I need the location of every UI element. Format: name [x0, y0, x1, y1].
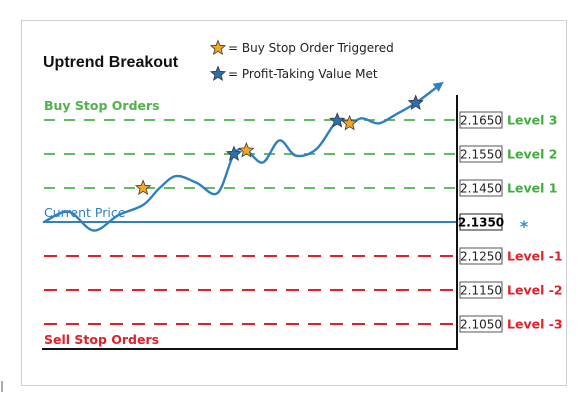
- buy-zone-label: Buy Stop Orders: [44, 98, 160, 113]
- legend-profit-label: = Profit-Taking Value Met: [228, 67, 378, 81]
- legend: = Buy Stop Order Triggered = Profit-Taki…: [209, 39, 394, 81]
- sell-zone-label: Sell Stop Orders: [44, 332, 159, 347]
- buy-star-icon-5: [341, 114, 358, 131]
- profit-star-icon-4: [329, 112, 346, 128]
- level-name-4: Level -1: [507, 249, 563, 264]
- profit-star-icon-6: [407, 94, 424, 110]
- level-price-box-2: [459, 145, 503, 163]
- legend-profit-star-icon: [209, 65, 227, 81]
- events-layer: [134, 94, 424, 195]
- buy-star-icon-3: [238, 142, 255, 158]
- current-price-value: 2.1350: [458, 216, 504, 230]
- level-name-5: Level -2: [507, 283, 563, 298]
- current-price-label: Current Price: [44, 205, 126, 220]
- level-price-box-5: [459, 281, 503, 299]
- level-price-4: 2.1250: [460, 250, 502, 264]
- level-name-3: Level 1: [507, 181, 557, 196]
- current-price-box: [459, 213, 503, 231]
- chart-title: Uptrend Breakout: [43, 54, 179, 71]
- level-price-6: 2.1050: [460, 318, 502, 332]
- level-name-1: Level 3: [507, 113, 557, 128]
- legend-buy-star-icon: [209, 39, 227, 55]
- level-price-3: 2.1450: [460, 182, 502, 196]
- legend-buy-label: = Buy Stop Order Triggered: [228, 41, 394, 55]
- level-price-5: 2.1150: [460, 284, 502, 298]
- level-price-box-4: [459, 247, 503, 265]
- level-price-2: 2.1550: [460, 148, 502, 162]
- price-path-line: [42, 81, 444, 232]
- current-price-marker: *: [520, 217, 529, 236]
- level-price-box-6: [459, 315, 503, 333]
- level-price-box-3: [459, 179, 503, 197]
- buy-star-icon-1: [134, 179, 152, 195]
- level-price-1: 2.1650: [460, 114, 502, 128]
- chart-frame: [21, 20, 567, 386]
- level-name-2: Level 2: [507, 147, 557, 162]
- level-price-box-1: [459, 111, 503, 129]
- level-name-6: Level -3: [507, 317, 563, 332]
- profit-star-icon-2: [225, 145, 243, 161]
